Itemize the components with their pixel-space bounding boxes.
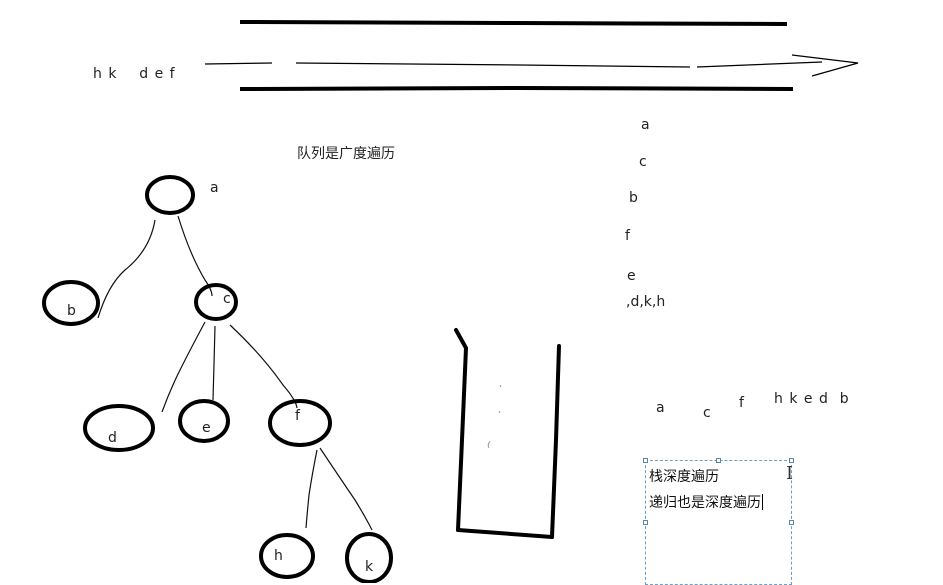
resize-handle[interactable] xyxy=(789,458,794,463)
resize-handle[interactable] xyxy=(789,520,794,525)
queue-arrow-head xyxy=(791,54,859,77)
stack-step: a xyxy=(641,117,650,133)
stack-step: c xyxy=(639,154,647,170)
tree-nodes xyxy=(42,175,393,583)
text-box-line[interactable]: 递归也是深度遍历 xyxy=(649,494,763,511)
node-d-label: d xyxy=(108,430,117,446)
text-cursor-icon: I xyxy=(786,463,794,484)
queue-pipe xyxy=(204,20,859,91)
resize-handle[interactable] xyxy=(643,520,648,525)
stack-right-wall xyxy=(550,344,561,539)
tree-edges xyxy=(97,215,373,531)
edge-f-h xyxy=(305,449,318,529)
node-e xyxy=(178,399,230,443)
dfs-item: h k e d b xyxy=(774,391,850,407)
queue-top-wall xyxy=(239,20,788,26)
dfs-item: c xyxy=(703,405,711,421)
queue-contents: h k d e f xyxy=(93,66,176,82)
node-a xyxy=(145,175,195,215)
dfs-item: f xyxy=(739,395,744,411)
edge-a-c xyxy=(177,215,213,297)
dfs-item: a xyxy=(656,400,665,416)
node-k-label: k xyxy=(365,559,374,575)
node-d xyxy=(83,404,155,452)
stack-step: e xyxy=(627,268,636,284)
node-k xyxy=(345,532,393,583)
edge-a-b xyxy=(97,219,156,319)
node-a-outer-label: a xyxy=(210,180,219,196)
queue-caption: 队列是广度遍历 xyxy=(297,146,395,162)
text-caret xyxy=(762,494,763,510)
node-h xyxy=(259,533,315,579)
node-b-label: b xyxy=(67,303,76,319)
text-box[interactable]: 栈深度遍历 递归也是深度遍历 xyxy=(643,458,794,585)
stack-faint-marks xyxy=(487,384,502,449)
text-box-line[interactable]: 栈深度遍历 xyxy=(649,469,719,485)
edge-c-d xyxy=(161,321,206,413)
node-f-label: f xyxy=(295,408,300,424)
edge-f-k xyxy=(319,447,373,531)
stack-step: b xyxy=(629,190,638,206)
queue-arrow-line xyxy=(204,61,823,68)
stack-left-wall xyxy=(454,328,469,532)
queue-bottom-wall xyxy=(239,85,794,91)
node-c-label: c xyxy=(223,291,231,307)
stack-step: f xyxy=(625,228,630,244)
resize-handle[interactable] xyxy=(716,458,721,463)
stack-container xyxy=(454,328,561,539)
node-c xyxy=(194,283,238,321)
node-h-label: h xyxy=(274,548,283,564)
stack-step: ,d,k,h xyxy=(626,294,666,310)
node-f xyxy=(268,399,332,447)
stack-bottom xyxy=(456,528,554,539)
resize-handle[interactable] xyxy=(643,458,648,463)
edge-c-e xyxy=(212,325,216,401)
node-b xyxy=(42,280,100,326)
node-e-label: e xyxy=(202,420,211,436)
edge-c-f xyxy=(229,324,298,409)
